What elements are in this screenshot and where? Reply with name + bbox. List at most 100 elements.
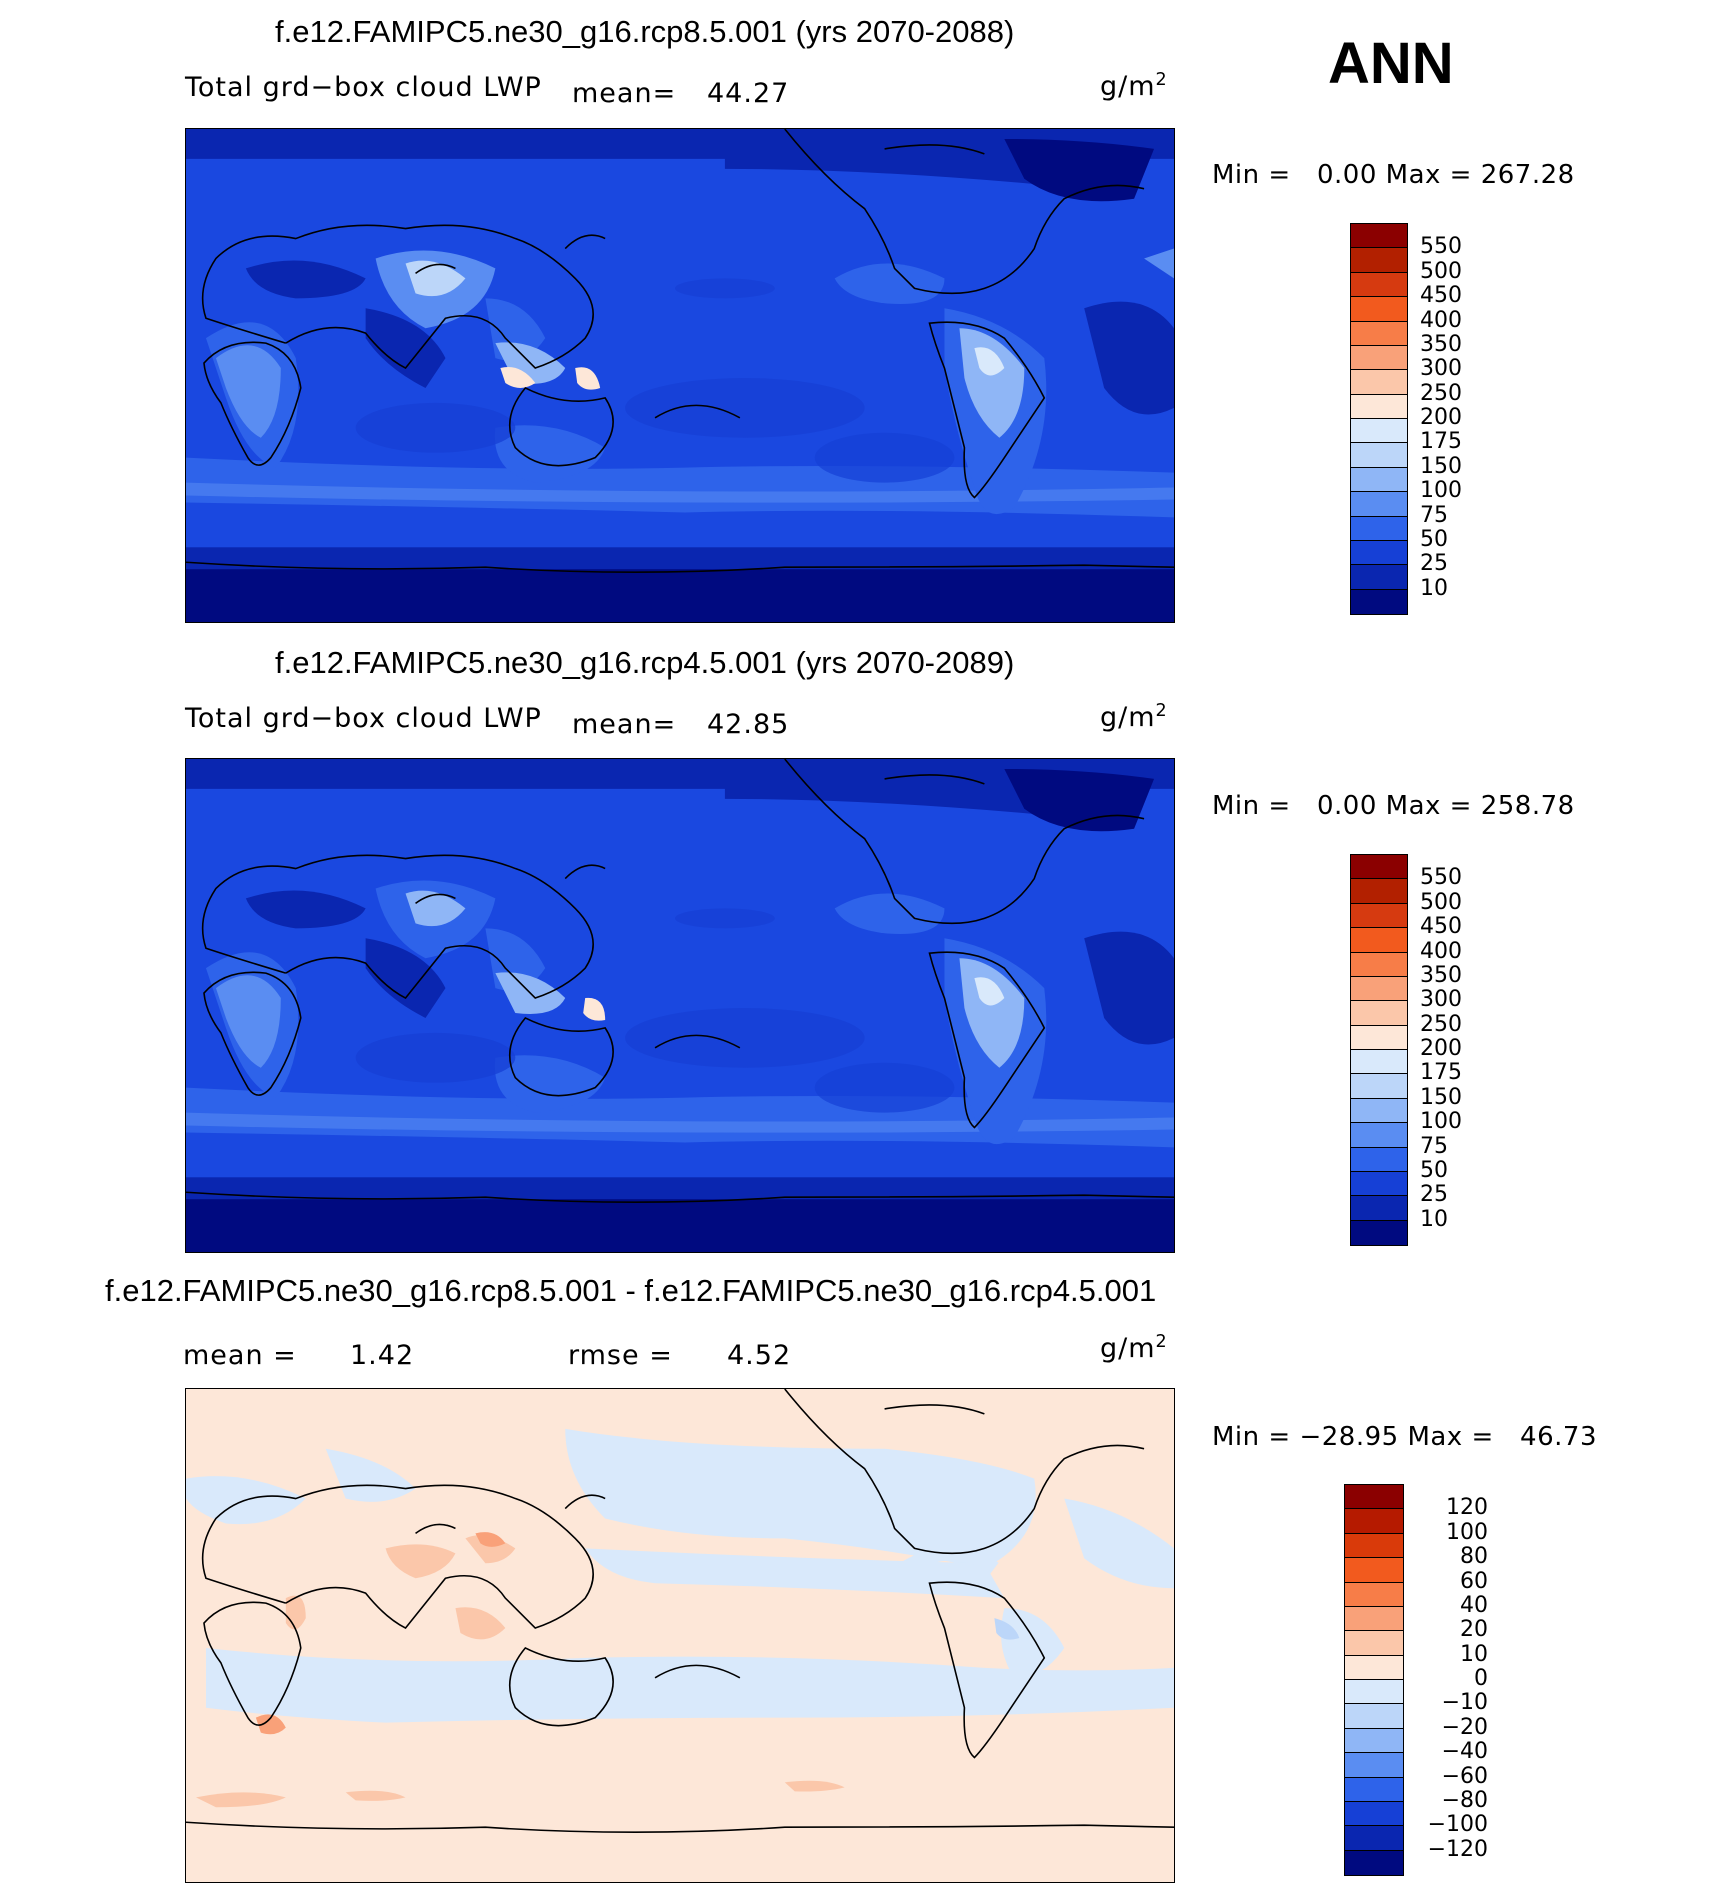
panel-3-mean-value: 1.42: [350, 1340, 415, 1371]
colorbar-cell: [1345, 1826, 1403, 1851]
colorbar-tick-label: 200: [1420, 1036, 1462, 1061]
colorbar-tick-label: 100: [1420, 478, 1462, 504]
units-exponent: 2: [1155, 1332, 1168, 1352]
colorbar-cell: [1351, 565, 1407, 590]
colorbar-cell: [1351, 1123, 1407, 1148]
colorbar-cell: [1351, 1220, 1407, 1245]
colorbar-tick-label: 550: [1420, 234, 1462, 260]
panel-2-map: [185, 758, 1175, 1253]
colorbar-cell: [1351, 903, 1407, 929]
colorbar-cell: [1351, 394, 1407, 419]
colorbar-cell: [1345, 1606, 1403, 1632]
panel-2-map-svg: [186, 759, 1174, 1252]
panel-1-colorbar-labels: 550 500 450 400 350 300 250 200 175 150 100 75 50 25 1…: [1420, 223, 1520, 615]
panel-2-units: g/m2: [1100, 701, 1168, 733]
colorbar-tick-label: 450: [1420, 914, 1462, 940]
colorbar-tick-label: −20: [1441, 1714, 1488, 1740]
colorbar-cell: [1345, 1728, 1403, 1754]
panel-3-map: [185, 1388, 1175, 1883]
colorbar-tick-label: 500: [1420, 889, 1462, 915]
colorbar-tick-label: −100: [1427, 1812, 1488, 1838]
colorbar-tick-label: 500: [1420, 258, 1462, 284]
colorbar-tick-label: −120: [1427, 1836, 1488, 1862]
colorbar-tick-label: 50: [1420, 1157, 1448, 1183]
colorbar-cell: [1351, 589, 1407, 614]
colorbar-tick-label: 10: [1420, 575, 1448, 601]
colorbar-tick-label: 80: [1460, 1544, 1488, 1570]
panel-3-title: f.e12.FAMIPC5.ne30_g16.rcp8.5.001 - f.e1…: [105, 1273, 1157, 1308]
panel-3-units: g/m2: [1100, 1332, 1168, 1364]
panel-3-colorbar: [1344, 1484, 1404, 1876]
colorbar-cell: [1351, 1001, 1407, 1026]
colorbar-cell: [1351, 855, 1407, 880]
colorbar-tick-label: 350: [1420, 331, 1462, 357]
colorbar-cell: [1345, 1582, 1403, 1607]
max-value: 258.78: [1480, 791, 1575, 821]
colorbar-cell: [1351, 1196, 1407, 1221]
units-text: g/m: [1100, 702, 1156, 733]
colorbar-cell: [1345, 1558, 1403, 1583]
panel-2-colorbar-labels: 550 500 450 400 350 300 250 200 175 150 100 75 50 25 1…: [1420, 854, 1520, 1246]
colorbar-tick-label: −10: [1441, 1690, 1488, 1716]
colorbar-tick-label: 175: [1420, 429, 1462, 455]
colorbar-cell: [1345, 1777, 1403, 1802]
max-label: Max =: [1385, 160, 1472, 190]
colorbar-tick-label: 0: [1474, 1666, 1488, 1691]
max-label: Max =: [1385, 791, 1472, 821]
panel-3-rmse-value: 4.52: [727, 1340, 792, 1371]
panel-3-colorbar-labels: 120 100 80 60 40 20 10 0 −10 −20 −40 −60 −80 −100 −120: [1412, 1484, 1522, 1876]
colorbar-cell: [1351, 928, 1407, 953]
min-label: Min =: [1212, 791, 1291, 821]
max-label: Max =: [1407, 1422, 1494, 1452]
max-value: 46.73: [1520, 1422, 1597, 1452]
colorbar-tick-label: 40: [1460, 1592, 1488, 1618]
colorbar-cell: [1351, 516, 1407, 541]
colorbar-tick-label: 75: [1420, 502, 1448, 528]
colorbar-cell: [1351, 224, 1407, 249]
panel-2-minmax: Min = 0.00 Max = 258.78: [1212, 791, 1575, 821]
colorbar-cell: [1351, 370, 1407, 395]
max-value: 267.28: [1480, 160, 1575, 190]
colorbar-cell: [1345, 1850, 1403, 1875]
panel-2-mean-label: mean=: [572, 709, 677, 740]
colorbar-tick-label: 20: [1460, 1617, 1488, 1643]
colorbar-cell: [1345, 1485, 1403, 1510]
colorbar-cell: [1351, 443, 1407, 468]
colorbar-tick-label: 60: [1460, 1568, 1488, 1594]
panel-1-map-svg: [186, 129, 1174, 622]
colorbar-cell: [1351, 321, 1407, 346]
colorbar-tick-label: 75: [1420, 1133, 1448, 1159]
colorbar-tick-label: 10: [1420, 1206, 1448, 1232]
colorbar-cell: [1345, 1680, 1403, 1705]
colorbar-cell: [1345, 1753, 1403, 1778]
colorbar-cell: [1351, 1147, 1407, 1172]
units-exponent: 2: [1155, 701, 1168, 721]
colorbar-tick-label: 300: [1420, 987, 1462, 1013]
colorbar-tick-label: 250: [1420, 1011, 1462, 1037]
colorbar-cell: [1351, 976, 1407, 1002]
colorbar-tick-label: 150: [1420, 453, 1462, 479]
panel-1-minmax: Min = 0.00 Max = 267.28: [1212, 160, 1575, 190]
panel-3-minmax: Min = −28.95 Max = 46.73: [1212, 1422, 1597, 1452]
colorbar-tick-label: 400: [1420, 938, 1462, 964]
colorbar-tick-label: 250: [1420, 380, 1462, 406]
colorbar-tick-label: 550: [1420, 865, 1462, 891]
colorbar-tick-label: 350: [1420, 962, 1462, 988]
min-value: −28.95: [1299, 1422, 1399, 1452]
colorbar-cell: [1351, 272, 1407, 298]
units-exponent: 2: [1155, 70, 1168, 90]
colorbar-tick-label: 150: [1420, 1084, 1462, 1110]
colorbar-tick-label: 400: [1420, 307, 1462, 333]
units-text: g/m: [1100, 1333, 1156, 1364]
colorbar-tick-label: −80: [1441, 1787, 1488, 1813]
colorbar-cell: [1351, 540, 1407, 566]
colorbar-cell: [1351, 1171, 1407, 1197]
panel-1-variable: Total grd−box cloud LWP: [185, 72, 542, 103]
panel-2-mean-value: 42.85: [707, 709, 790, 740]
colorbar-cell: [1351, 879, 1407, 904]
panel-2-title: f.e12.FAMIPC5.ne30_g16.rcp4.5.001 (yrs 2…: [275, 645, 1015, 680]
colorbar-tick-label: 25: [1420, 1182, 1448, 1208]
colorbar-cell: [1351, 297, 1407, 322]
panel-1-mean-label: mean=: [572, 78, 677, 109]
panel-3-map-svg: [186, 1389, 1174, 1882]
